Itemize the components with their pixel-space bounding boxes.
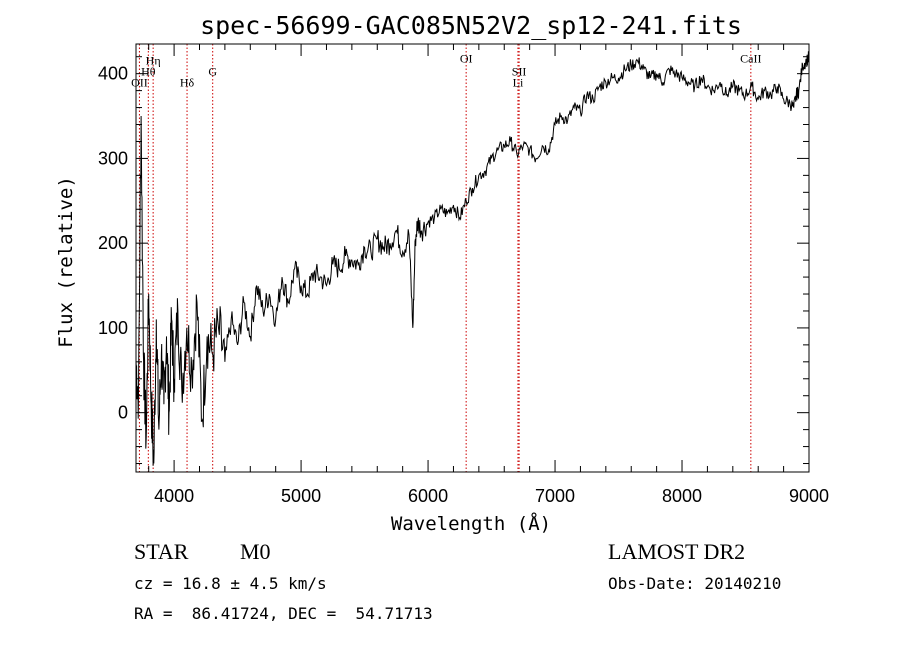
y-tick-label: 200 xyxy=(98,233,128,253)
spectral-line-label: CaII xyxy=(740,52,761,66)
spectral-line-label: Hδ xyxy=(180,75,195,89)
x-axis-label: Wavelength (Å) xyxy=(391,512,551,535)
redshift-info: cz = 16.8 ± 4.5 km/s xyxy=(134,574,327,593)
y-tick-label: 300 xyxy=(98,148,128,168)
x-tick-label: 8000 xyxy=(662,486,702,506)
spectrum-line xyxy=(135,51,810,466)
plot-frame xyxy=(135,43,810,473)
spectral-line-label: OI xyxy=(460,52,473,66)
object-class: STAR xyxy=(134,539,189,564)
x-tick-label: 9000 xyxy=(789,486,829,506)
axis-ticks: 4000 5000 6000 7000 8000 9000 0 100 200 300 400 xyxy=(98,44,829,506)
coordinates: RA = 86.41724, DEC = 54.71713 xyxy=(134,604,433,623)
y-tick-label: 100 xyxy=(98,318,128,338)
observation-date: Obs-Date: 20140210 xyxy=(608,574,782,593)
y-axis-label: Flux (relative) xyxy=(55,176,77,348)
x-tick-label: 5000 xyxy=(281,486,321,506)
spectrum-series xyxy=(135,51,810,466)
x-tick-label: 4000 xyxy=(154,486,194,506)
x-tick-label: 6000 xyxy=(408,486,448,506)
x-tick-label: 7000 xyxy=(535,486,575,506)
spectral-line-label: OII xyxy=(131,75,148,89)
object-subclass: M0 xyxy=(240,539,271,564)
spectral-line-markers xyxy=(138,44,752,472)
spectral-line-label: Hη xyxy=(146,53,161,67)
chart-title: spec-56699-GAC085N52V2_sp12-241.fits xyxy=(200,11,742,40)
spectral-line-label: SII xyxy=(512,64,527,78)
survey-name: LAMOST DR2 xyxy=(608,539,746,564)
y-tick-label: 400 xyxy=(98,64,128,84)
spectral-line-label: Hθ xyxy=(141,64,156,78)
spectral-line-label: Li xyxy=(513,75,524,89)
spectral-line-label: G xyxy=(208,64,217,78)
y-tick-label: 0 xyxy=(118,403,128,423)
